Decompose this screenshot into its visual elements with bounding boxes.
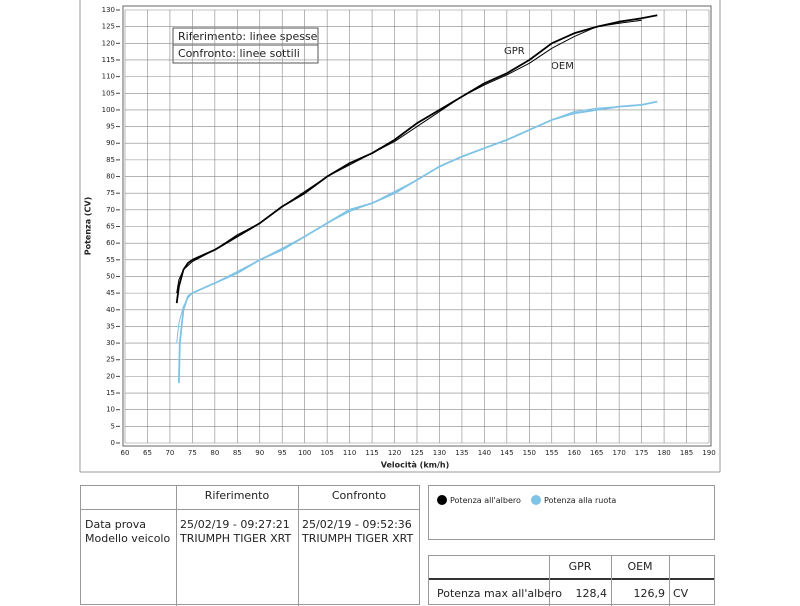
x-tick-label: 145: [500, 449, 513, 457]
table-cell: Potenza max all'albero: [437, 587, 562, 600]
x-tick-label: 60: [121, 449, 130, 457]
y-tick-label: 60: [106, 239, 115, 247]
x-tick-label: 85: [233, 449, 242, 457]
y-tick-label: 105: [102, 89, 115, 97]
y-tick-label: 0: [111, 439, 115, 447]
x-tick-label: 100: [298, 449, 311, 457]
annotation: OEM: [551, 61, 574, 72]
legend-label: Potenza all'albero: [450, 496, 521, 505]
table-header-rule: [429, 578, 714, 580]
table-divider: [549, 556, 550, 606]
y-tick-label: 100: [102, 106, 115, 114]
y-tick-label: 75: [106, 189, 115, 197]
x-tick-label: 170: [612, 449, 625, 457]
note-text: Riferimento: linee spesse: [178, 30, 318, 43]
info-table: Riferimento Confronto Data prova 25/02/1…: [80, 485, 420, 606]
y-tick-label: 10: [106, 406, 115, 414]
x-tick-label: 90: [255, 449, 264, 457]
y-tick-label: 95: [106, 123, 115, 131]
table-cell: TRIUMPH TIGER XRT: [180, 532, 292, 545]
y-tick-label: 90: [106, 139, 115, 147]
note-text: Confronto: linee sottili: [178, 47, 300, 60]
x-tick-label: 95: [278, 449, 287, 457]
annotation: GPR: [504, 46, 525, 57]
y-tick-label: 15: [106, 389, 115, 397]
y-tick-label: 110: [102, 73, 115, 81]
legend-swatch: [437, 495, 447, 505]
x-tick-label: 125: [410, 449, 423, 457]
y-tick-label: 5: [111, 422, 115, 430]
y-tick-label: 70: [106, 206, 115, 214]
x-tick-label: 70: [165, 449, 174, 457]
legend-label: Potenza alla ruota: [544, 496, 617, 505]
power-curve: [178, 100, 658, 384]
table-divider: [611, 556, 612, 606]
y-tick-label: 80: [106, 173, 115, 181]
y-tick-label: 50: [106, 272, 115, 280]
x-tick-label: 65: [143, 449, 152, 457]
x-tick-label: 190: [702, 449, 715, 457]
table-cell: TRIUMPH TIGER XRT: [302, 532, 414, 545]
y-tick-label: 30: [106, 339, 115, 347]
x-tick-label: 160: [568, 449, 581, 457]
table-cell: 128,4: [575, 587, 608, 600]
table-cell: 25/02/19 - 09:52:36: [302, 518, 412, 531]
x-tick-label: 175: [635, 449, 648, 457]
x-tick-label: 130: [433, 449, 446, 457]
legend: Potenza all'albero Potenza alla ruota: [428, 485, 715, 540]
table-header: Confronto: [331, 489, 387, 502]
y-tick-label: 115: [102, 56, 115, 64]
table-header: GPR: [568, 560, 592, 573]
x-tick-label: 120: [388, 449, 401, 457]
chart: Potenza (CV) Velocità (km/h) Riferimento…: [79, 0, 721, 473]
y-tick-label: 85: [106, 156, 115, 164]
table-header-row: [81, 486, 419, 510]
power-curve: [176, 104, 642, 344]
x-tick-label: 165: [590, 449, 603, 457]
y-tick-label: 55: [106, 256, 115, 264]
table-cell: CV: [673, 587, 689, 600]
y-tick-label: 25: [106, 356, 115, 364]
table-header: Riferimento: [204, 489, 270, 502]
x-tick-label: 75: [188, 449, 197, 457]
table-header: OEM: [627, 560, 653, 573]
x-tick-label: 110: [343, 449, 356, 457]
x-tick-label: 185: [680, 449, 693, 457]
x-tick-label: 155: [545, 449, 558, 457]
x-tick-label: 80: [210, 449, 219, 457]
x-tick-label: 115: [365, 449, 378, 457]
y-tick-label: 130: [102, 6, 115, 14]
x-axis-label: Velocità (km/h): [381, 461, 450, 470]
x-tick-label: 180: [657, 449, 670, 457]
plot-frame: [122, 5, 712, 447]
x-tick-label: 150: [523, 449, 536, 457]
y-tick-label: 20: [106, 372, 115, 380]
y-tick-label: 40: [106, 306, 115, 314]
summary-table: GPR OEM Potenza max all'albero 128,4 126…: [428, 555, 715, 606]
table-cell: Data prova: [85, 518, 147, 531]
x-tick-label: 135: [455, 449, 468, 457]
x-tick-label: 105: [320, 449, 333, 457]
table-divider: [669, 556, 670, 606]
table-cell: Modello veicolo: [85, 532, 171, 545]
y-tick-label: 65: [106, 223, 115, 231]
table-cell: 126,9: [633, 587, 666, 600]
power-curve: [175, 14, 658, 304]
y-tick-label: 35: [106, 322, 115, 330]
y-tick-label: 125: [102, 23, 115, 31]
y-axis-label: Potenza (CV): [84, 197, 93, 256]
table-divider: [176, 486, 177, 606]
x-tick-label: 140: [478, 449, 491, 457]
y-tick-label: 120: [102, 39, 115, 47]
legend-swatch: [531, 495, 541, 505]
y-tick-label: 45: [106, 289, 115, 297]
table-divider: [298, 486, 299, 606]
table-cell: 25/02/19 - 09:27:21: [180, 518, 290, 531]
